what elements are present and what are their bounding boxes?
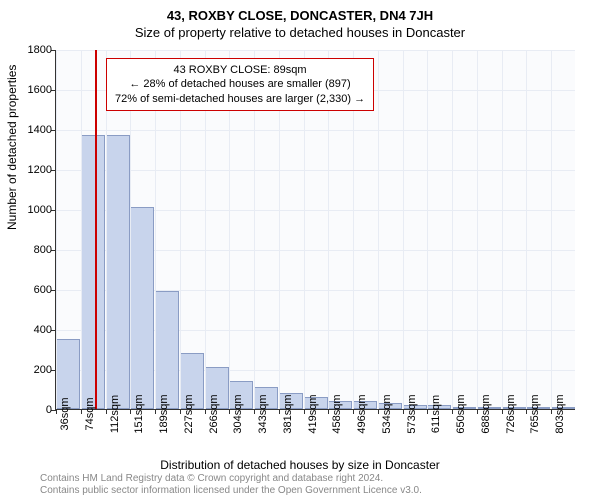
ytick-label: 1800 (12, 44, 52, 56)
chart-plot-area: 43 ROXBY CLOSE: 89sqm← 28% of detached h… (55, 50, 575, 410)
gridline-v (526, 50, 527, 409)
xtick-label: 343sqm (257, 394, 269, 433)
xtick-label: 419sqm (307, 394, 319, 433)
ytick-label: 400 (12, 324, 52, 336)
chart-footer: Contains HM Land Registry data © Crown c… (40, 473, 422, 497)
xtick-label: 611sqm (430, 395, 442, 433)
xtick-label: 458sqm (331, 394, 343, 433)
histogram-bar (130, 207, 154, 409)
xtick-label: 304sqm (232, 394, 244, 433)
gridline-v (452, 50, 453, 409)
gridline-v (427, 50, 428, 409)
gridline-h (56, 170, 575, 171)
annotation-line-1: 43 ROXBY CLOSE: 89sqm (115, 63, 365, 77)
chart-title-main: 43, ROXBY CLOSE, DONCASTER, DN4 7JH (0, 0, 600, 23)
xtick-label: 36sqm (59, 397, 71, 430)
xtick-mark (353, 409, 354, 414)
xtick-mark (403, 409, 404, 414)
xtick-label: 534sqm (381, 394, 393, 433)
xtick-mark (526, 409, 527, 414)
gridline-v (81, 50, 82, 409)
footer-line-1: Contains HM Land Registry data © Crown c… (40, 473, 422, 485)
gridline-v (477, 50, 478, 409)
ytick-label: 1200 (12, 164, 52, 176)
ytick-label: 800 (12, 244, 52, 256)
xtick-mark (378, 409, 379, 414)
xtick-mark (81, 409, 82, 414)
gridline-h (56, 130, 575, 131)
xtick-mark (130, 409, 131, 414)
xtick-mark (56, 409, 57, 414)
xtick-label: 381sqm (282, 394, 294, 433)
xtick-mark (180, 409, 181, 414)
gridline-v (403, 50, 404, 409)
histogram-bar (81, 135, 105, 409)
xtick-label: 688sqm (480, 394, 492, 433)
xtick-mark (502, 409, 503, 414)
chart-title-sub: Size of property relative to detached ho… (0, 23, 600, 40)
xtick-mark (279, 409, 280, 414)
xtick-label: 227sqm (183, 394, 195, 433)
x-axis-label: Distribution of detached houses by size … (0, 458, 600, 472)
gridline-v (551, 50, 552, 409)
gridline-v (378, 50, 379, 409)
xtick-label: 74sqm (84, 397, 96, 430)
annotation-line-3: 72% of semi-detached houses are larger (… (115, 92, 365, 106)
xtick-label: 803sqm (554, 394, 566, 433)
annotation-box: 43 ROXBY CLOSE: 89sqm← 28% of detached h… (106, 58, 374, 111)
ytick-label: 600 (12, 284, 52, 296)
xtick-mark (304, 409, 305, 414)
ytick-label: 200 (12, 364, 52, 376)
ytick-label: 1600 (12, 84, 52, 96)
xtick-mark (477, 409, 478, 414)
ytick-label: 1000 (12, 204, 52, 216)
gridline-v (502, 50, 503, 409)
annotation-line-2: ← 28% of detached houses are smaller (89… (115, 77, 365, 91)
xtick-mark (155, 409, 156, 414)
xtick-label: 726sqm (505, 394, 517, 433)
xtick-mark (205, 409, 206, 414)
xtick-mark (452, 409, 453, 414)
xtick-mark (328, 409, 329, 414)
xtick-label: 112sqm (109, 395, 121, 433)
histogram-bar (106, 135, 130, 409)
footer-line-2: Contains public sector information licen… (40, 485, 422, 497)
xtick-mark (254, 409, 255, 414)
xtick-label: 189sqm (158, 394, 170, 433)
histogram-bar (155, 291, 179, 409)
gridline-v (56, 50, 57, 409)
xtick-label: 573sqm (406, 394, 418, 433)
xtick-mark (106, 409, 107, 414)
xtick-mark (427, 409, 428, 414)
ytick-label: 1400 (12, 124, 52, 136)
xtick-mark (551, 409, 552, 414)
xtick-label: 496sqm (356, 394, 368, 433)
xtick-label: 151sqm (133, 394, 145, 433)
xtick-label: 650sqm (455, 394, 467, 433)
xtick-mark (229, 409, 230, 414)
gridline-h (56, 50, 575, 51)
property-marker-line (95, 50, 97, 409)
xtick-label: 765sqm (529, 394, 541, 433)
ytick-label: 0 (12, 404, 52, 416)
xtick-label: 266sqm (208, 394, 220, 433)
